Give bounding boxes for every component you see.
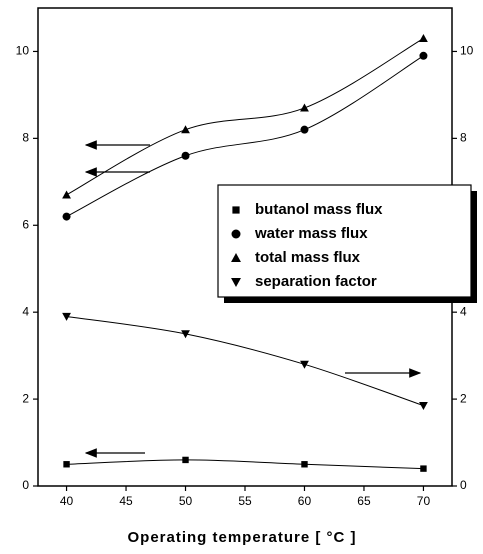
marker [182, 456, 189, 464]
legend: butanol mass flux water mass flux total ma… [217, 184, 477, 303]
marker [419, 402, 428, 411]
marker [62, 312, 71, 321]
marker [181, 151, 190, 160]
series-line [66, 37, 424, 196]
y-tick-label: 10 [16, 44, 30, 58]
x-tick-label: 50 [179, 494, 193, 508]
y2-tick-label: 0 [460, 478, 467, 492]
y-tick-label: 2 [22, 391, 29, 405]
legend-label: water mass flux [254, 225, 368, 242]
x-tick-label: 45 [119, 494, 133, 508]
y-tick-label: 0 [22, 478, 29, 492]
y-tick-label: 4 [22, 304, 29, 318]
marker [300, 103, 309, 112]
x-tick-label: 40 [60, 494, 74, 508]
series-line [66, 459, 424, 470]
marker [231, 253, 241, 263]
y2-tick-label: 2 [460, 391, 467, 405]
x-tick-label: 60 [298, 494, 312, 508]
x-axis-label: Operating temperature [ °C ] [127, 529, 356, 546]
legend-label: separation factor [255, 273, 377, 290]
marker [232, 206, 240, 214]
legend-label: total mass flux [255, 249, 361, 266]
marker [419, 51, 428, 60]
y2-tick-label: 10 [460, 44, 474, 58]
y2-tick-label: 4 [460, 304, 467, 318]
y-tick-label: 8 [22, 131, 29, 145]
series-line [66, 316, 424, 407]
series-line [66, 55, 424, 218]
y-tick-label: 6 [22, 217, 29, 231]
marker [181, 125, 190, 134]
marker [231, 229, 241, 239]
marker [300, 125, 309, 134]
marker [62, 212, 71, 221]
x-tick-label: 70 [417, 494, 431, 508]
marker [181, 330, 190, 339]
marker [419, 34, 428, 43]
marker [300, 360, 309, 369]
marker [301, 461, 308, 468]
legend-box [217, 184, 472, 298]
marker [231, 277, 241, 287]
marker [420, 465, 427, 472]
x-tick-label: 65 [357, 494, 371, 508]
arrows [84, 140, 422, 458]
y2-tick-label: 8 [460, 131, 467, 145]
x-tick-label: 55 [238, 494, 252, 508]
legend-label: butanol mass flux [255, 201, 383, 218]
marker [63, 461, 70, 468]
marker [62, 190, 71, 199]
